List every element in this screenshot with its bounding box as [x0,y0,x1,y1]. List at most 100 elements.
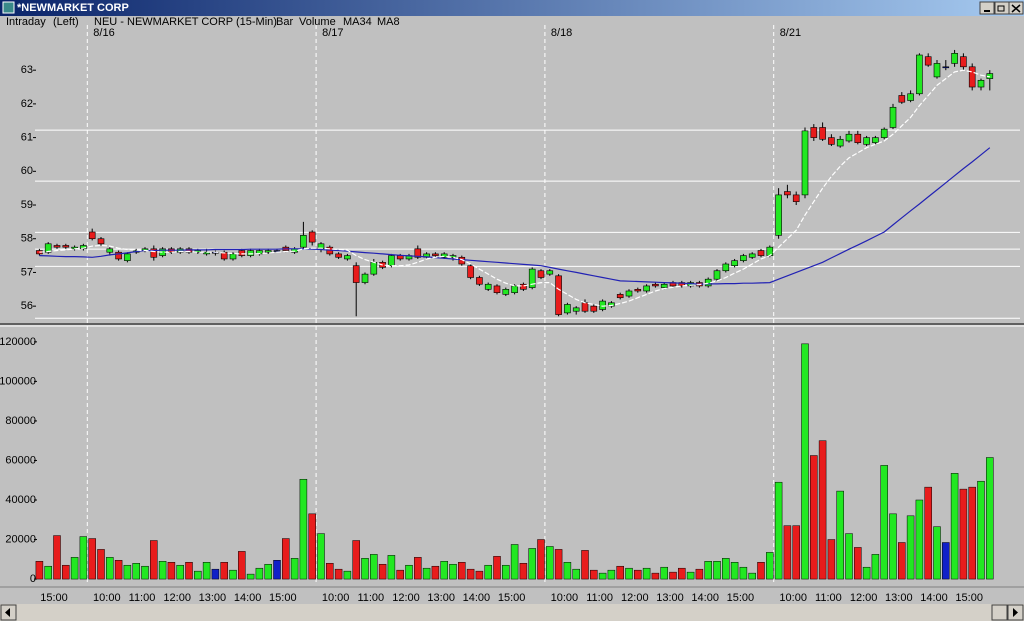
volume-bar [686,571,695,580]
candle-body [933,63,941,78]
candle-body [775,194,782,236]
candle-body [810,127,818,138]
x-tick-label: 11:00 [357,592,384,604]
volume-bar [739,566,748,580]
candle-body [722,263,730,272]
restore-button[interactable] [994,1,1010,15]
scroll-left-arrow [5,608,10,617]
candle-body [344,255,351,260]
volume-bar [79,536,88,580]
candle-body [986,73,994,79]
volume-bar [194,570,202,580]
y-tick-label: 80000 [5,415,36,427]
volume-bar [334,568,343,580]
y-tick-label: 40000 [5,494,36,506]
moving-average-line [39,69,990,307]
volume-bar [845,533,853,580]
scroll-thumb[interactable] [991,604,1008,621]
candle-body [625,290,633,297]
candle-body [97,238,105,245]
volume-bar [651,572,660,580]
volume-bar [695,568,704,580]
date-label: 8/18 [551,27,572,39]
volume-bar [616,565,624,580]
volume-bar [590,569,598,580]
volume-bar [968,486,976,580]
candle-body [88,231,96,240]
legend-ma8: MA8 [377,16,400,28]
candle-body [889,106,897,128]
window-buttons[interactable] [979,1,1024,15]
volume-bar [774,481,783,580]
candle-body [792,194,800,202]
x-tick-label: 10:00 [93,592,121,604]
candle-body [440,253,448,258]
volume-bar [546,546,554,580]
candle-body [352,265,360,283]
candle-body [484,283,492,290]
volume-bar [836,490,844,580]
volume-bar [273,560,281,580]
candle-body [546,270,554,275]
scrollbar[interactable] [0,604,1024,621]
x-tick-label: 15:00 [498,592,526,604]
candle-body [238,250,246,256]
x-tick-label: 14:00 [920,592,948,604]
volume-bar [264,563,272,580]
legend-ma34: MA34 [343,16,372,28]
close-icon [1011,4,1021,13]
candle-body [924,56,932,66]
volume-bar [493,556,501,580]
volume-bar [854,547,862,580]
x-tick-label: 11:00 [129,592,156,604]
x-tick-label: 10:00 [322,592,350,604]
symbol-label: NEU - NEWMARKET CORP (15-Min) [94,16,277,28]
x-tick-label: 15:00 [955,592,983,604]
volume-bar [440,561,448,580]
x-tick-label: 14:00 [234,592,262,604]
volume-bar [141,565,149,580]
volume-bar [405,564,413,580]
minimize-button[interactable] [979,1,995,15]
volume-bar [704,561,712,580]
volume-bar [942,542,950,580]
volume-bar [449,563,457,580]
volume-bar [792,525,800,580]
candle-body [106,248,114,253]
volume-bar [766,552,774,580]
volume-bar [97,549,105,580]
candle-body [977,79,985,88]
volume-bar [246,573,255,580]
y-tick-label: 63 [21,64,33,76]
volume-bar [598,572,607,580]
volume-bar [572,568,580,580]
date-label: 8/21 [780,27,801,39]
volume-bar [748,572,756,580]
volume-bar [317,533,325,580]
scroll-track[interactable] [0,604,1024,621]
volume-bar [924,486,932,580]
candle-body [713,270,721,280]
volume-bar [44,565,52,580]
style-label: Bar [276,16,293,28]
volume-bar [642,567,651,580]
volume-bar [783,525,792,580]
volume-bar [396,569,404,580]
y-tick-label: 56 [21,300,33,312]
volume-bar [387,555,396,580]
plot-layer: 56 57 58 59 60 61 62 63 0 20000 40000 60000 80000 100… [0,25,1020,604]
candle-body [388,255,395,267]
volume-bar [862,566,871,580]
volume-bar [801,343,809,580]
volume-bar [713,561,721,580]
volume-bar [431,565,440,580]
candle-body [608,302,615,307]
volume-bar [898,542,906,580]
volume-bar [933,526,941,580]
volume-bar [827,539,836,580]
candle-body [264,250,272,253]
volume-bar [229,569,237,580]
candle-body [335,253,342,258]
